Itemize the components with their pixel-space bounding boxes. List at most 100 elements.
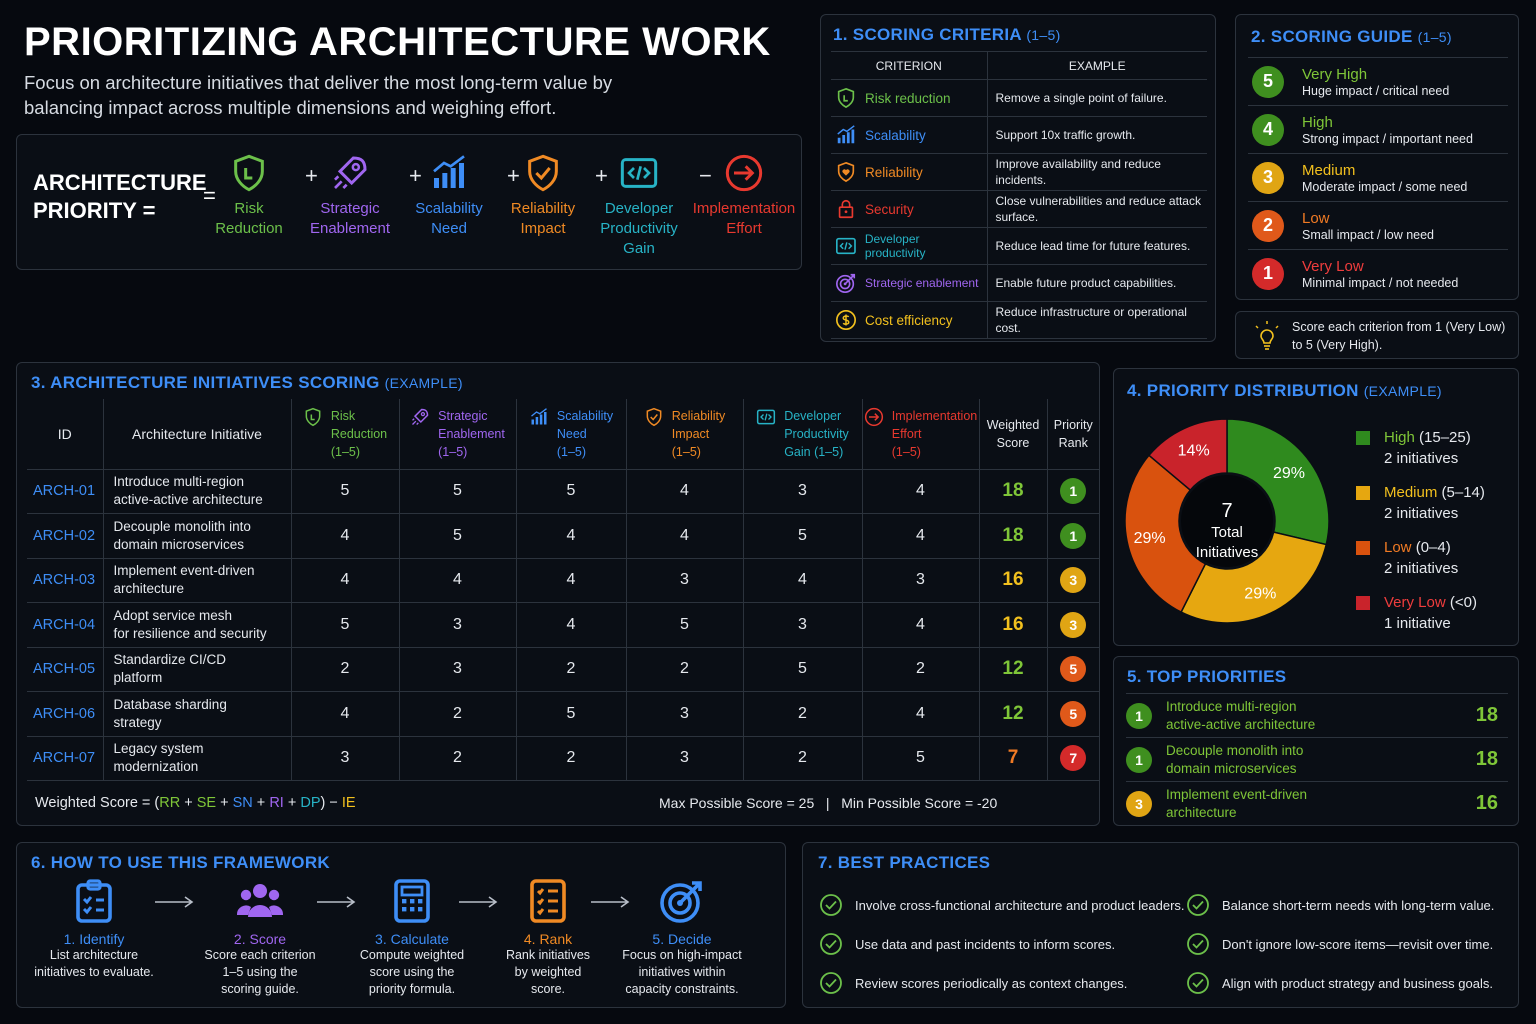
criterion-name: Developer productivity	[864, 232, 926, 260]
criterion-name: Cost efficiency	[865, 312, 953, 328]
legend-count: 2 initiatives	[1384, 505, 1459, 522]
score-cell-sn: 5	[516, 469, 627, 514]
formula-term-label: Need	[431, 220, 467, 237]
top-priority-row: 1 Decouple monolith into domain microservi…	[1126, 737, 1508, 781]
scoring-criteria-panel: 1. SCORING CRITERIA (1–5) CRITERION EXAM…	[820, 14, 1216, 342]
score-cell-ri: 2	[626, 647, 744, 692]
score-range: Max Possible Score = 25 | Min Possible S…	[659, 795, 997, 811]
top-priorities-panel: 5. TOP PRIORITIES 1 Introduce multi-regio…	[1113, 656, 1519, 826]
weighted-score-cell: 16	[979, 558, 1048, 603]
step-title: 2. Score	[233, 931, 287, 947]
check-circle-icon	[820, 972, 842, 994]
best-practice-item: Review scores periodically as context ch…	[819, 971, 1127, 995]
people-icon	[236, 884, 284, 917]
formula-term-label: Reduction	[215, 220, 283, 237]
rank-cell: 1	[1047, 513, 1099, 559]
weighted-score: 7	[1007, 747, 1019, 769]
formula-equals: =	[203, 183, 216, 208]
center-value: 7	[1221, 500, 1232, 522]
score-cell-ie: 2	[862, 647, 980, 692]
initiative-id: ARCH-03	[27, 558, 104, 603]
criteria-row: Cost efficiency Reduce infrastructure or …	[831, 301, 1207, 339]
criterion-example: Reduce infrastructure or operational cos…	[987, 301, 1207, 339]
criterion-name: Reliability	[865, 164, 923, 180]
initiative-name: Implement event-driven architecture	[103, 558, 292, 603]
initiative-id: ARCH-05	[27, 647, 104, 692]
column-header-line: Reliability	[671, 408, 726, 423]
guide-label: Low	[1302, 210, 1330, 227]
weighted-score: 18	[1002, 480, 1024, 502]
column-header-line: Implementation	[891, 408, 978, 423]
top-priority-name: Introduce multi-region active-active arch…	[1166, 698, 1316, 732]
score-badge: 5	[1252, 65, 1284, 98]
score-cell-ri: 5	[626, 602, 744, 648]
score-cell-dp: 3	[743, 469, 863, 514]
column-header-line: Score	[996, 435, 1030, 450]
weighted-score: 12	[1002, 702, 1024, 724]
formula-term-label: Developer	[604, 200, 674, 217]
score-cell-ri: 4	[626, 469, 744, 514]
rank-cell: 7	[1047, 736, 1099, 781]
legend-label: Low	[1384, 539, 1412, 556]
score-cell-ie: 5	[862, 736, 980, 781]
criterion-name: Strategic enablement	[865, 276, 979, 290]
column-header-ie: Implementation Effort (1–5)	[862, 399, 980, 470]
top-priority-score: 18	[1475, 704, 1498, 726]
check-circle-icon	[1187, 894, 1209, 916]
guide-desc: Moderate impact / some need	[1302, 180, 1468, 194]
guide-row: 4 High Strong impact / important need	[1248, 105, 1508, 153]
top-priority-score: 18	[1475, 748, 1498, 770]
framework-step: 3. Calculate Compute weighted score using …	[337, 877, 487, 998]
best-practice-text: Involve cross-functional architecture an…	[855, 897, 1185, 913]
score-cell-ri: 3	[626, 691, 744, 737]
formula-operator: +	[595, 163, 608, 188]
criteria-col-criterion: CRITERION	[831, 51, 988, 80]
column-header-line: Strategic	[438, 408, 488, 423]
formula-term-text: RR	[159, 795, 181, 811]
score-cell-rr: 5	[291, 469, 400, 514]
weighted-score-cell: 18	[979, 513, 1048, 559]
step-desc: score.	[530, 982, 566, 996]
score-cell-ie: 4	[862, 469, 980, 514]
score-cell-dp: 2	[743, 736, 863, 781]
step-title: 1. Identify	[63, 931, 125, 947]
column-header-line: (1–5)	[891, 444, 921, 459]
check-circle-icon	[820, 933, 842, 955]
check-circle-icon	[1187, 933, 1209, 955]
score-cell-rr: 4	[291, 691, 400, 737]
formula-term-text: +	[252, 795, 270, 811]
donut-slice-label: 29%	[1273, 465, 1305, 482]
guide-desc: Huge impact / critical need	[1302, 84, 1450, 98]
priority-formula-panel: ARCHITECTURE PRIORITY = = Risk Reduction S…	[16, 134, 802, 270]
score-cell-se: 2	[399, 691, 517, 737]
rank-badge: 1	[1126, 746, 1152, 773]
column-header-initiative: Architecture Initiative	[103, 399, 292, 470]
score-cell-sn: 5	[516, 691, 627, 737]
donut-slice	[1226, 418, 1330, 546]
column-header-sn: Scalability Need (1–5)	[516, 399, 627, 470]
guide-row: 3 Medium Moderate impact / some need	[1248, 153, 1508, 201]
step-title: 3. Calculate	[375, 931, 449, 947]
target-icon	[836, 273, 856, 293]
score-cell-ri: 3	[626, 736, 744, 781]
formula-term-label: Implementation	[692, 200, 796, 217]
step-desc: Rank initiatives	[505, 948, 591, 962]
column-header-line: Risk	[330, 408, 356, 423]
column-header-line: (1–5)	[330, 444, 361, 459]
guide-desc: Minimal impact / not needed	[1302, 276, 1459, 290]
legend-range: (5–14)	[1441, 484, 1485, 501]
best-practice-text: Align with product strategy and business…	[1222, 975, 1493, 991]
list-icon	[530, 879, 566, 923]
weighted-score-formula: Weighted Score = (RR + SE + SN + RI + DP…	[35, 795, 356, 811]
best-practice-item: Don't ignore low-score items—revisit ove…	[1186, 932, 1493, 956]
guide-desc: Strong impact / important need	[1302, 132, 1473, 146]
column-header-ri: Reliability Impact (1–5)	[626, 399, 744, 470]
criterion-example: Remove a single point of failure.	[987, 79, 1207, 117]
criteria-row: Risk reduction Remove a single point of f…	[831, 79, 1207, 117]
criterion-example: Reduce lead time for future features.	[987, 227, 1207, 265]
step-desc: 1–5 using the	[222, 965, 298, 979]
column-header-line: Productivity	[784, 426, 849, 441]
step-desc: Compute weighted	[359, 948, 465, 962]
weighted-score-cell: 18	[979, 469, 1048, 514]
step-title: 5. Decide	[652, 931, 712, 947]
